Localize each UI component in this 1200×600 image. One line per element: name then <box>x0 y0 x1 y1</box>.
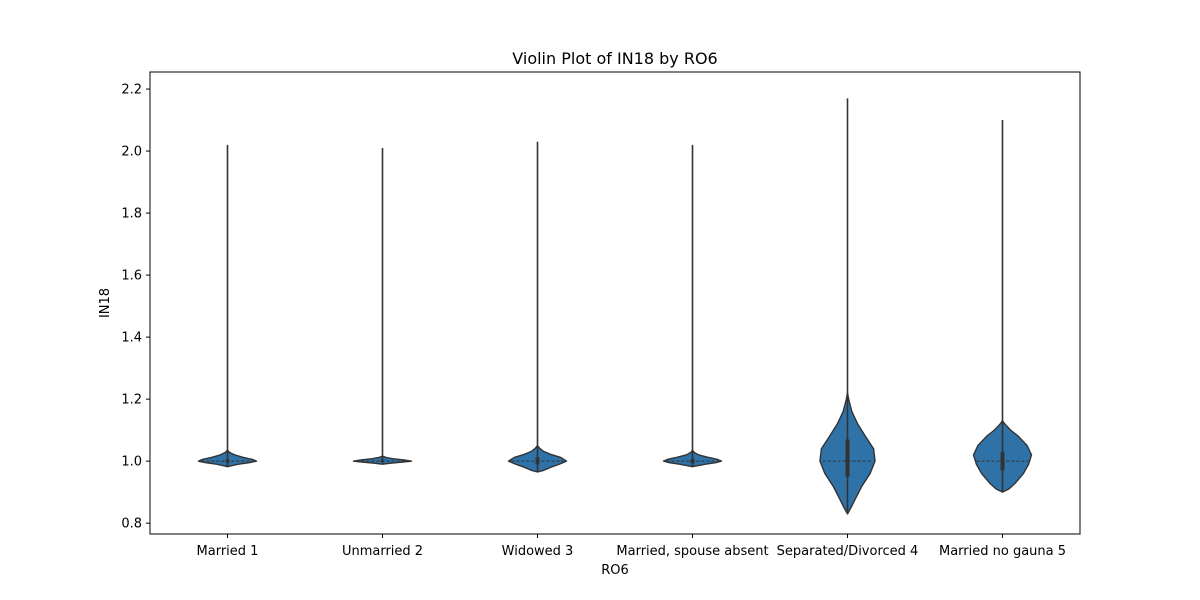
y-tick-label: 1.0 <box>121 455 142 470</box>
y-axis-label: IN18 <box>98 288 113 318</box>
y-axis: 0.8 1.0 1.2 1.4 1.6 1.8 2.0 2.2 <box>121 83 150 532</box>
y-tick-label: 1.2 <box>121 393 142 408</box>
x-axis-label: RO6 <box>601 563 629 578</box>
x-axis: Married 1 Unmarried 2 Widowed 3 Married, sp… <box>197 534 1066 559</box>
x-tick-label: Separated/Divorced 4 <box>777 544 919 559</box>
y-tick-label: 1.4 <box>121 331 142 346</box>
y-tick-label: 0.8 <box>121 517 142 532</box>
y-tick-label: 2.0 <box>121 145 142 160</box>
y-tick-label: 1.6 <box>121 269 142 284</box>
x-tick-label: Married 1 <box>197 544 259 559</box>
y-tick-label: 2.2 <box>121 83 142 98</box>
x-tick-label: Married, spouse absent <box>616 544 768 559</box>
x-tick-label: Married no gauna 5 <box>939 544 1066 559</box>
x-tick-label: Widowed 3 <box>502 544 574 559</box>
chart-title: Violin Plot of IN18 by RO6 <box>512 49 717 68</box>
y-tick-label: 1.8 <box>121 207 142 222</box>
x-tick-label: Unmarried 2 <box>342 544 423 559</box>
violin-group <box>197 98 1033 515</box>
plot-frame <box>149 71 1081 535</box>
